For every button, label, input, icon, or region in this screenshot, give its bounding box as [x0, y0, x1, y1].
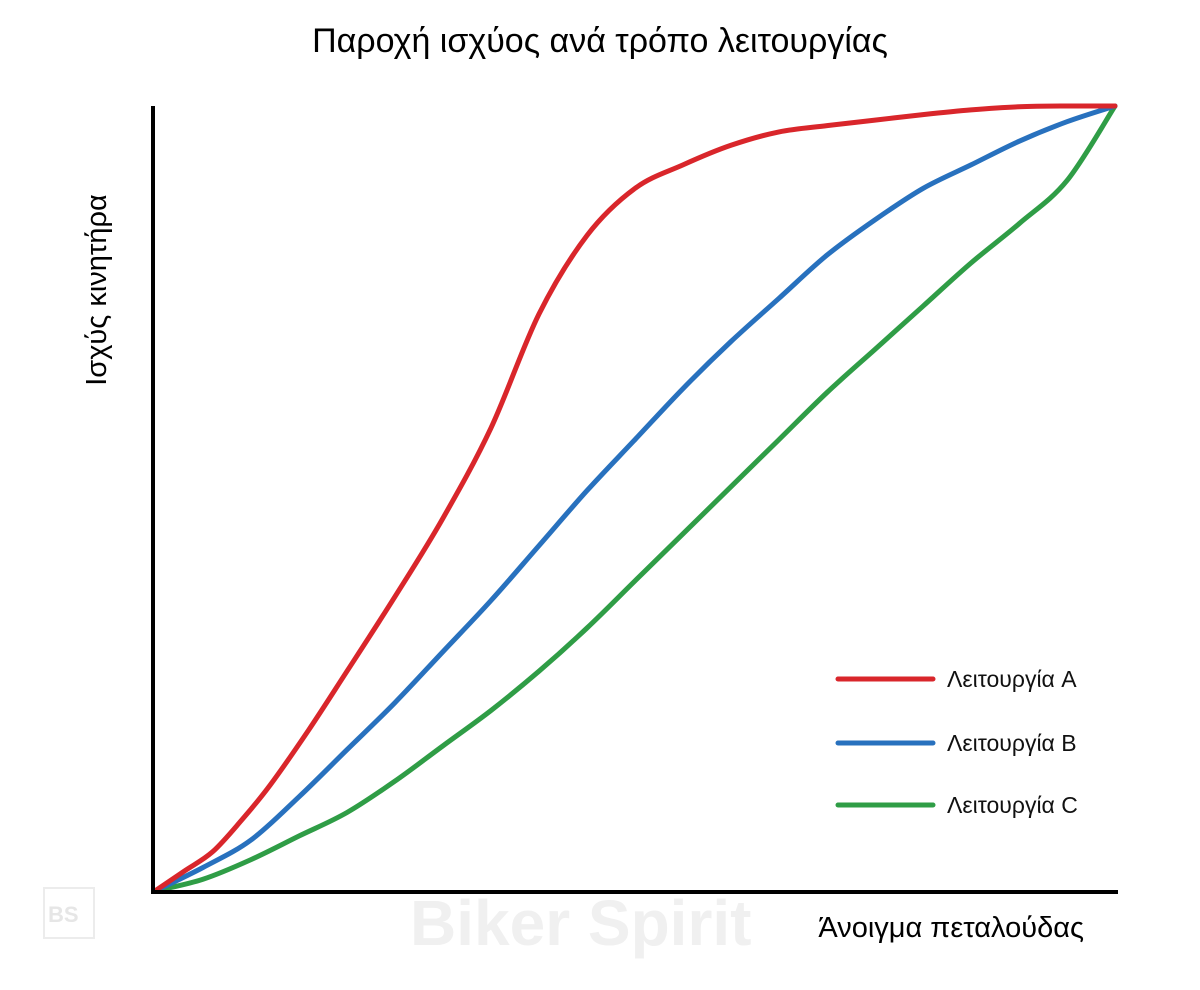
legend: Λειτουργία A Λειτουργία B Λειτουργία C — [835, 666, 1078, 818]
watermark-text: Biker Spirit — [410, 887, 751, 959]
series-line-3 — [152, 103, 1118, 894]
series-line-1 — [152, 103, 1118, 894]
watermark-logo: BS — [48, 902, 79, 927]
series-group — [152, 103, 1118, 894]
legend-label-3: Λειτουργία C — [947, 792, 1078, 818]
series-line-2 — [152, 103, 1118, 894]
x-axis-label: Άνοιγμα πεταλούδας — [818, 912, 1084, 944]
watermark-logo-frame — [43, 887, 95, 939]
legend-label-2: Λειτουργία B — [947, 730, 1077, 756]
chart-title: Παροχή ισχύος ανά τρόπο λειτουργίας — [312, 22, 888, 60]
y-axis-label: Ισχύς κινητήρα — [81, 194, 113, 386]
legend-label-1: Λειτουργία A — [947, 666, 1077, 692]
